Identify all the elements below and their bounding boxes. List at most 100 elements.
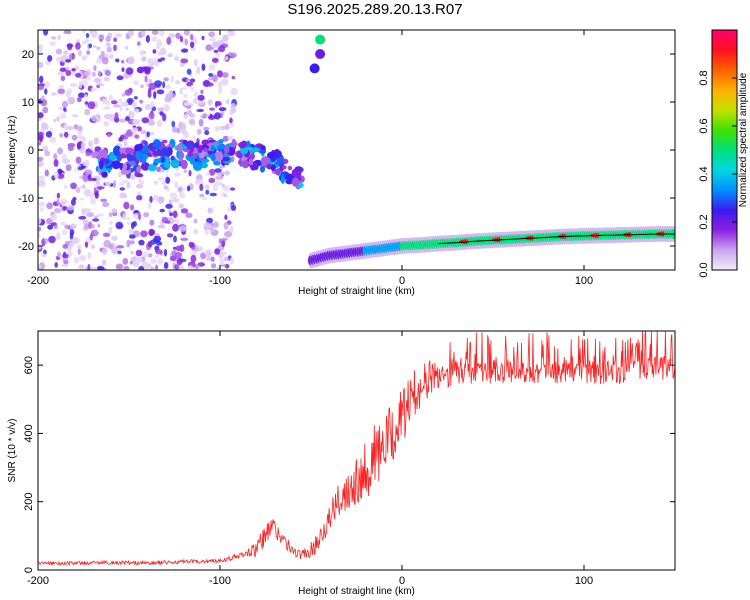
- ridge-blob: [258, 149, 267, 154]
- noise-speckle: [62, 158, 71, 164]
- noise-speckle: [132, 221, 137, 227]
- noise-speckle: [84, 101, 89, 105]
- noise-speckle: [77, 129, 83, 137]
- noise-speckle: [67, 205, 75, 211]
- noise-speckle: [46, 218, 53, 225]
- noise-speckle: [115, 221, 124, 230]
- noise-speckle: [212, 183, 219, 192]
- noise-speckle: [196, 66, 201, 75]
- ridge-blob: [260, 156, 270, 166]
- noise-speckle: [143, 212, 150, 218]
- noise-speckle: [149, 219, 155, 226]
- noise-speckle: [108, 243, 114, 250]
- noise-speckle: [69, 232, 74, 240]
- top-blob: [315, 49, 326, 59]
- noise-speckle: [65, 164, 72, 172]
- noise-speckle: [124, 89, 132, 96]
- noise-speckle: [67, 145, 74, 152]
- noise-speckle: [148, 79, 153, 83]
- noise-speckle: [46, 202, 53, 210]
- noise-speckle: [188, 241, 195, 248]
- noise-speckle: [89, 266, 98, 270]
- noise-speckle: [208, 64, 216, 71]
- noise-speckle: [186, 81, 194, 87]
- noise-speckle: [213, 221, 219, 228]
- noise-speckle: [208, 77, 214, 81]
- noise-speckle: [67, 96, 76, 105]
- noise-speckle: [79, 254, 87, 261]
- noise-speckle: [60, 75, 66, 82]
- noise-speckle: [118, 137, 123, 142]
- noise-speckle: [105, 42, 111, 47]
- noise-speckle: [158, 196, 164, 204]
- noise-speckle: [174, 181, 179, 189]
- noise-speckle: [137, 41, 141, 46]
- noise-speckle: [196, 108, 204, 113]
- noise-speckle: [148, 87, 152, 94]
- noise-speckle: [208, 31, 216, 38]
- noise-speckle: [158, 30, 165, 37]
- ridge-blob: [294, 166, 303, 172]
- noise-speckle: [192, 97, 199, 105]
- noise-speckle: [221, 72, 229, 78]
- noise-speckle: [39, 205, 44, 212]
- noise-speckle: [225, 98, 230, 105]
- noise-speckle: [197, 94, 205, 101]
- noise-speckle: [150, 258, 157, 264]
- noise-speckle: [174, 218, 180, 224]
- noise-speckle: [156, 119, 163, 128]
- noise-speckle: [101, 57, 109, 65]
- noise-speckle: [114, 33, 123, 38]
- noise-speckle: [38, 226, 42, 232]
- noise-speckle: [215, 52, 221, 58]
- noise-speckle: [230, 103, 236, 110]
- noise-speckle: [100, 50, 105, 58]
- ridge-blob: [160, 156, 166, 163]
- x-tick-label: -200: [27, 275, 49, 287]
- ridge-blob: [152, 151, 162, 157]
- ridge-blob: [230, 141, 238, 147]
- noise-speckle: [94, 229, 98, 236]
- noise-speckle: [118, 182, 125, 186]
- noise-speckle: [157, 177, 165, 182]
- y-tick-label: -20: [18, 241, 34, 253]
- noise-speckle: [178, 203, 184, 209]
- noise-speckle: [66, 43, 74, 48]
- noise-speckle: [38, 201, 46, 207]
- ridge-blob: [148, 164, 157, 172]
- ridge-blob: [242, 160, 249, 169]
- noise-speckle: [215, 101, 222, 106]
- noise-speckle: [95, 181, 101, 185]
- noise-speckle: [123, 265, 130, 270]
- noise-speckle: [97, 266, 105, 270]
- noise-speckle: [69, 82, 78, 88]
- noise-speckle: [47, 224, 53, 230]
- noise-speckle: [130, 251, 134, 255]
- noise-speckle: [88, 43, 93, 49]
- ridge-blob: [250, 147, 261, 152]
- noise-speckle: [153, 60, 160, 67]
- noise-speckle: [90, 197, 97, 205]
- noise-speckle: [154, 80, 163, 87]
- noise-speckle: [97, 213, 105, 217]
- noise-speckle: [111, 235, 118, 241]
- noise-speckle: [102, 200, 106, 207]
- noise-speckle: [192, 134, 196, 142]
- x-tick-label: 0: [399, 575, 405, 587]
- ridge-blob: [200, 158, 210, 163]
- ridge-blob: [140, 162, 150, 171]
- ridge-blob: [101, 171, 108, 178]
- noise-speckle: [176, 257, 183, 266]
- noise-speckle: [193, 59, 198, 67]
- noise-speckle: [207, 115, 216, 120]
- noise-speckle: [44, 88, 48, 95]
- noise-speckle: [148, 112, 155, 120]
- noise-speckle: [38, 112, 44, 119]
- noise-speckle: [183, 30, 190, 36]
- noise-speckle: [222, 34, 229, 42]
- noise-speckle: [55, 232, 61, 241]
- noise-speckle: [70, 182, 77, 190]
- noise-speckle: [44, 150, 51, 157]
- noise-speckle: [77, 248, 81, 255]
- noise-speckle: [67, 87, 73, 95]
